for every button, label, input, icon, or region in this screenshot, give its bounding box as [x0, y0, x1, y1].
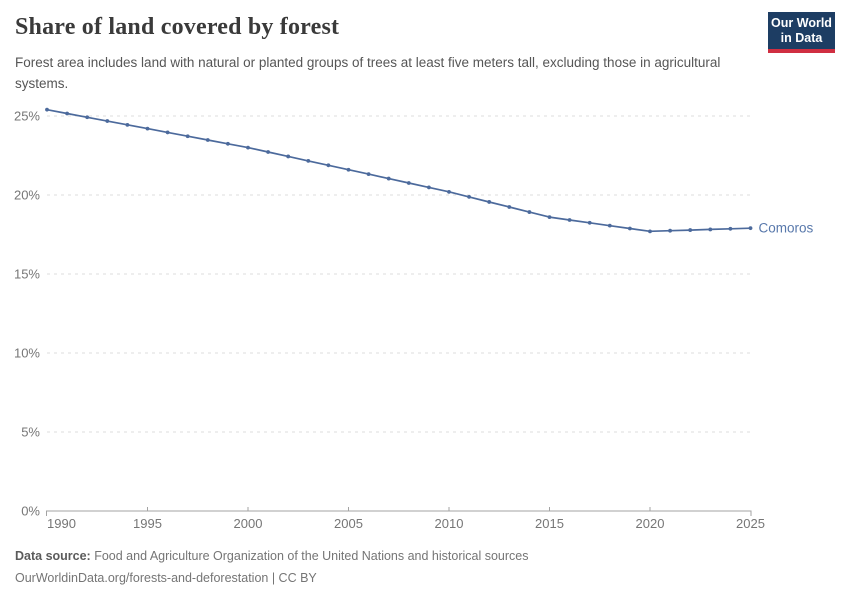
- data-point-2014[interactable]: [527, 210, 532, 214]
- data-point-2004[interactable]: [326, 163, 331, 168]
- x-tick-label-1995: 1995: [133, 516, 162, 531]
- data-point-1998[interactable]: [205, 138, 210, 142]
- data-point-2018[interactable]: [607, 223, 612, 228]
- data-point-2005[interactable]: [346, 167, 351, 172]
- data-point-2003[interactable]: [306, 158, 311, 163]
- data-point-2019[interactable]: [628, 226, 632, 231]
- data-source-line: Data source: Food and Agriculture Organi…: [15, 545, 835, 567]
- x-tick-label-2015: 2015: [535, 516, 564, 531]
- x-tick-label-2000: 2000: [234, 516, 263, 531]
- data-point-2008[interactable]: [406, 181, 411, 185]
- data-point-2009[interactable]: [427, 185, 431, 190]
- owid-logo-line2: in Data: [780, 31, 823, 45]
- data-point-2020[interactable]: [648, 229, 652, 234]
- data-point-1997[interactable]: [185, 134, 190, 139]
- data-point-1999[interactable]: [226, 141, 230, 146]
- series-label-comoros[interactable]: Comoros: [759, 221, 814, 236]
- data-point-2015[interactable]: [547, 215, 552, 220]
- chart-subtitle: Forest area includes land with natural o…: [15, 55, 721, 91]
- data-point-1993[interactable]: [105, 119, 110, 123]
- line-chart[interactable]: 0% 5% 10% 15% 20% 25% 1990 1995 2000 2005 2010 2015…: [0, 95, 850, 543]
- owid-logo-line1: Our World: [771, 16, 832, 30]
- data-point-1996[interactable]: [165, 130, 170, 135]
- data-point-2010[interactable]: [447, 189, 451, 194]
- citation-link[interactable]: OurWorldinData.org/forests-and-deforesta…: [15, 571, 317, 585]
- data-point-2016[interactable]: [567, 218, 572, 222]
- data-point-2000[interactable]: [246, 145, 250, 150]
- series-line-comoros[interactable]: [46, 108, 751, 233]
- data-point-1994[interactable]: [125, 122, 130, 127]
- x-tick-label-2025: 2025: [736, 516, 765, 531]
- data-point-1995[interactable]: [145, 126, 150, 131]
- data-point-1992[interactable]: [85, 115, 90, 120]
- owid-logo[interactable]: Our World in Data: [768, 12, 835, 53]
- data-point-2006[interactable]: [366, 172, 371, 177]
- data-point-2002[interactable]: [286, 154, 291, 159]
- data-point-2007[interactable]: [386, 176, 391, 181]
- data-point-1991[interactable]: [65, 111, 69, 116]
- data-source-text: Food and Agriculture Organization of the…: [94, 549, 529, 563]
- data-point-1990[interactable]: [45, 107, 49, 112]
- data-point-2012[interactable]: [487, 200, 492, 204]
- x-tick-label-2010: 2010: [435, 516, 464, 531]
- y-tick-label-15: 15%: [14, 267, 40, 282]
- data-point-2017[interactable]: [587, 220, 592, 225]
- x-tick-label-1990: 1990: [47, 516, 76, 531]
- data-point-2001[interactable]: [266, 150, 270, 154]
- data-point-2025[interactable]: [748, 226, 753, 231]
- data-source-label: Data source:: [15, 549, 91, 563]
- y-tick-label-10: 10%: [14, 346, 40, 361]
- data-point-2011[interactable]: [467, 194, 471, 199]
- x-tick-label-2020: 2020: [636, 516, 665, 531]
- y-tick-label-20: 20%: [14, 188, 40, 203]
- data-point-2023[interactable]: [708, 227, 713, 232]
- y-tick-label-0: 0%: [21, 504, 40, 519]
- y-tick-label-5: 5%: [21, 425, 40, 440]
- page-title: Share of land covered by forest: [15, 14, 340, 40]
- data-point-2013[interactable]: [507, 205, 512, 209]
- data-point-2024[interactable]: [728, 226, 733, 231]
- chart-footer: Data source: Food and Agriculture Organi…: [15, 545, 835, 589]
- y-tick-label-25: 25%: [14, 109, 40, 124]
- data-point-2021[interactable]: [668, 228, 672, 233]
- x-tick-label-2005: 2005: [334, 516, 363, 531]
- data-point-2022[interactable]: [688, 228, 693, 232]
